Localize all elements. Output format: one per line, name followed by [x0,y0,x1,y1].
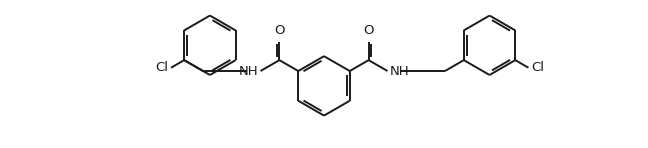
Text: NH: NH [389,65,409,78]
Text: NH: NH [239,65,259,78]
Text: Cl: Cl [155,61,168,74]
Text: Cl: Cl [531,61,544,74]
Text: O: O [364,24,374,37]
Text: O: O [274,24,284,37]
